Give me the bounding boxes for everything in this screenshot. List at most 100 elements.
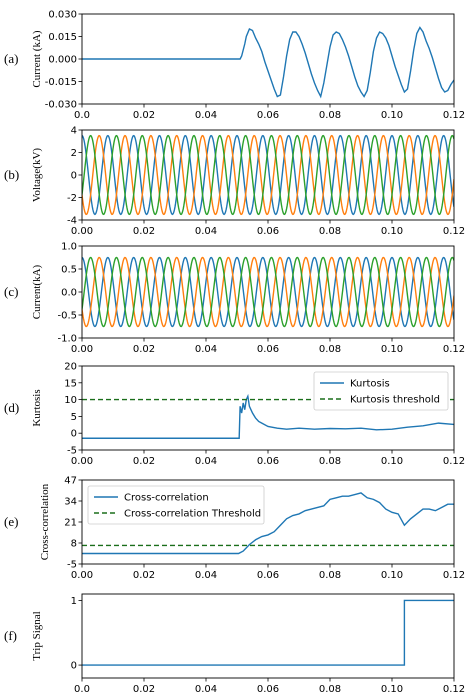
x-tick-label: 0.06: [257, 110, 279, 121]
series-line-1: [82, 393, 454, 439]
x-tick-label: 0.04: [195, 456, 217, 467]
series-line-1: [82, 492, 454, 555]
series-line-1: [82, 26, 454, 99]
x-tick-label: 0.02: [133, 344, 155, 355]
legend-entry: Kurtosis threshold: [350, 395, 440, 406]
x-tick-label: 0.10: [381, 570, 403, 581]
x-tick-label: 0.0: [74, 110, 90, 121]
panel-5: 0.00 0.02 0.04 0.06 0.08 0.10 0.12 47 34 21 8 -5 Cro…: [4, 476, 465, 582]
y-tick-label: 21: [64, 518, 77, 529]
x-tick-label: 0.00: [71, 570, 93, 581]
y-axis-label: Current (kA): [31, 30, 43, 87]
y-axis-label: Voltage(kV): [31, 148, 43, 203]
panel-6: 0.0 0.02 0.04 0.06 0.08 0.10 0.12 1 0 Trip Signal…: [4, 593, 465, 694]
y-tick-label: 0.5: [61, 265, 77, 276]
x-tick-label: 0.06: [257, 570, 279, 581]
x-tick-label: 0.12: [443, 110, 465, 121]
x-tick-label: 0.08: [319, 344, 341, 355]
x-tick-label: 0.12: [443, 226, 465, 237]
y-tick-label: 4: [71, 126, 77, 137]
y-tick-label: 47: [64, 476, 77, 487]
y-tick-label: -5: [67, 560, 77, 571]
y-axis-label: Cross-correlation: [39, 483, 51, 560]
y-tick-label: -1.0: [57, 334, 77, 345]
x-tick-label: 0.12: [443, 684, 465, 694]
legend: Kurtosis Kurtosis threshold: [313, 371, 449, 411]
legend-entry: Kurtosis: [350, 379, 390, 390]
y-tick-label: 20: [64, 362, 77, 373]
panel-label: (d): [4, 400, 19, 415]
x-tick-label: 0.06: [257, 684, 279, 694]
x-tick-label: 0.02: [133, 684, 155, 694]
panel-4: 0.00 0.02 0.04 0.06 0.08 0.10 0.12 20 15 10 5 0 -5 Ku…: [4, 362, 465, 468]
x-tick-label: 0.04: [195, 110, 217, 121]
y-axis-label: Current(kA): [31, 264, 43, 319]
x-tick-label: 0.12: [443, 570, 465, 581]
x-tick-label: 0.10: [381, 456, 403, 467]
y-tick-label: 0: [71, 661, 77, 672]
x-tick-label: 0.04: [195, 344, 217, 355]
y-tick-label: 8: [71, 539, 77, 550]
y-tick-label: 2: [71, 148, 77, 159]
y-axis-label: Trip Signal: [31, 611, 43, 660]
y-tick-label: 0: [71, 429, 77, 440]
x-tick-label: 0.08: [319, 456, 341, 467]
x-tick-label: 0.02: [133, 226, 155, 237]
x-tick-label: 0.06: [257, 344, 279, 355]
panel-1: 0.0 0.02 0.04 0.06 0.08 0.10 0.12 0.030 0.015 0.0…: [4, 10, 465, 122]
x-tick-label: 0.12: [443, 344, 465, 355]
y-tick-label: -0.030: [45, 100, 77, 111]
y-tick-label: 5: [71, 412, 77, 423]
legend-entry: Cross-correlation: [124, 493, 209, 504]
y-tick-label: 0.030: [48, 10, 77, 21]
x-tick-label: 0.00: [71, 226, 93, 237]
legend-entry: Cross-correlation Threshold: [124, 509, 261, 520]
x-tick-label: 0.02: [133, 110, 155, 121]
series-line-1: [82, 599, 454, 666]
x-tick-label: 0.10: [381, 684, 403, 694]
panel-2: 0.00 0.02 0.04 0.06 0.08 0.10 0.12 4 2 0 -2 -4 Volta…: [4, 126, 465, 238]
series-line-1: [82, 134, 454, 216]
x-tick-label: 0.08: [319, 684, 341, 694]
x-tick-label: 0.10: [381, 344, 403, 355]
y-tick-label: 15: [64, 378, 77, 389]
x-tick-label: 0.02: [133, 570, 155, 581]
x-tick-label: 0.06: [257, 456, 279, 467]
x-tick-label: 0.08: [319, 110, 341, 121]
y-tick-label: 1.0: [61, 242, 77, 253]
y-tick-label: 0.015: [48, 32, 77, 43]
panel-3: 0.00 0.02 0.04 0.06 0.08 0.10 0.12 1.0 0.5 0.0 -0.…: [4, 242, 465, 356]
y-tick-label: 0.000: [48, 55, 77, 66]
x-tick-label: 0.04: [195, 684, 217, 694]
y-tick-label: 10: [64, 395, 77, 406]
x-tick-label: 0.00: [71, 456, 93, 467]
x-tick-label: 0.00: [71, 344, 93, 355]
x-tick-label: 0.04: [195, 226, 217, 237]
y-tick-label: 1: [71, 596, 77, 607]
panel-label: (b): [4, 167, 19, 182]
panel-label: (c): [4, 284, 18, 299]
x-tick-label: 0.0: [74, 684, 90, 694]
x-tick-label: 0.02: [133, 456, 155, 467]
x-tick-label: 0.08: [319, 226, 341, 237]
y-tick-label: -4: [67, 216, 77, 227]
x-tick-label: 0.12: [443, 456, 465, 467]
x-tick-label: 0.10: [381, 226, 403, 237]
x-tick-label: 0.10: [381, 110, 403, 121]
x-tick-label: 0.08: [319, 570, 341, 581]
y-tick-label: -0.015: [45, 77, 77, 88]
panel-label: (a): [4, 51, 18, 66]
series-line-1: [82, 256, 454, 328]
y-tick-label: 0: [71, 171, 77, 182]
series-line-3: [82, 256, 454, 328]
y-axis-label: Kurtosis: [31, 389, 43, 426]
y-tick-label: 34: [64, 497, 77, 508]
y-tick-label: -5: [67, 446, 77, 457]
panel-label: (f): [4, 628, 17, 643]
x-tick-label: 0.04: [195, 570, 217, 581]
series-line-3: [82, 134, 454, 216]
panel-label: (e): [4, 514, 18, 529]
x-tick-label: 0.06: [257, 226, 279, 237]
y-tick-label: -2: [67, 193, 77, 204]
